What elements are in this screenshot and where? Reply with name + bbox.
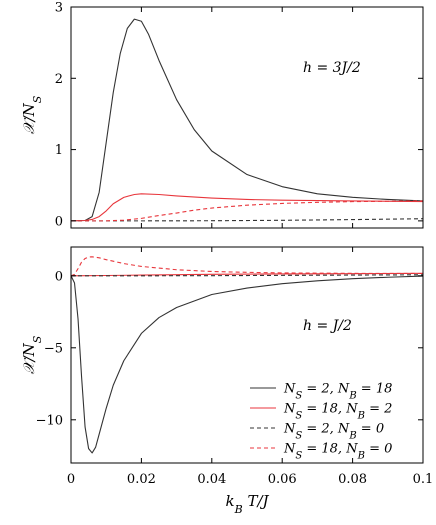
series-line-1 — [71, 275, 423, 454]
panel-bottom: 0 0.02 0.04 0.06 0.08 0.1 −10 −5 0 𝒳/NS kB T/J h = … — [20, 246, 434, 516]
x-tick-label: 0 — [67, 472, 75, 487]
plot-frame — [70, 6, 424, 229]
series-line-2 — [71, 193, 423, 222]
x-tick-label: 0.08 — [338, 472, 367, 487]
y-tick-label: 0 — [55, 214, 63, 229]
series-line-3 — [71, 274, 423, 277]
plot-frame — [70, 246, 424, 464]
x-tick-label: 0.02 — [127, 472, 156, 487]
y-axis-label: 𝒳/NS — [20, 95, 44, 134]
y-tick-label: 0 — [55, 269, 63, 284]
y-tick-label: −5 — [44, 341, 63, 356]
series-line-1 — [71, 18, 423, 222]
panel-annotation: h = J/2 — [303, 318, 352, 334]
legend-label-2: NS = 18, NB = 2 — [283, 402, 392, 422]
x-tick-label: 0.06 — [268, 472, 297, 487]
y-tick-label: −10 — [36, 413, 63, 428]
panel-annotation: h = 3J/2 — [303, 60, 361, 76]
series-line-4 — [71, 200, 423, 222]
series-line-3 — [71, 218, 423, 222]
series-line-4 — [71, 256, 423, 277]
legend-label-3: NS = 2, NB = 0 — [283, 422, 384, 442]
y-axis-label: 𝒳/NS — [20, 335, 44, 374]
legend-label-4: NS = 18, NB = 0 — [283, 442, 392, 462]
x-tick-label: 0.1 — [413, 472, 434, 487]
y-tick-label: 1 — [55, 143, 63, 158]
y-tick-label: 2 — [55, 72, 63, 87]
legend-label-1: NS = 2, NB = 18 — [283, 382, 392, 402]
panel-top: 0 1 2 3 𝒳/NS h = 3J/2 — [20, 1, 424, 229]
x-axis-label: kB T/J — [225, 492, 269, 516]
x-tick-label: 0.04 — [197, 472, 226, 487]
y-tick-label: 3 — [55, 1, 63, 16]
